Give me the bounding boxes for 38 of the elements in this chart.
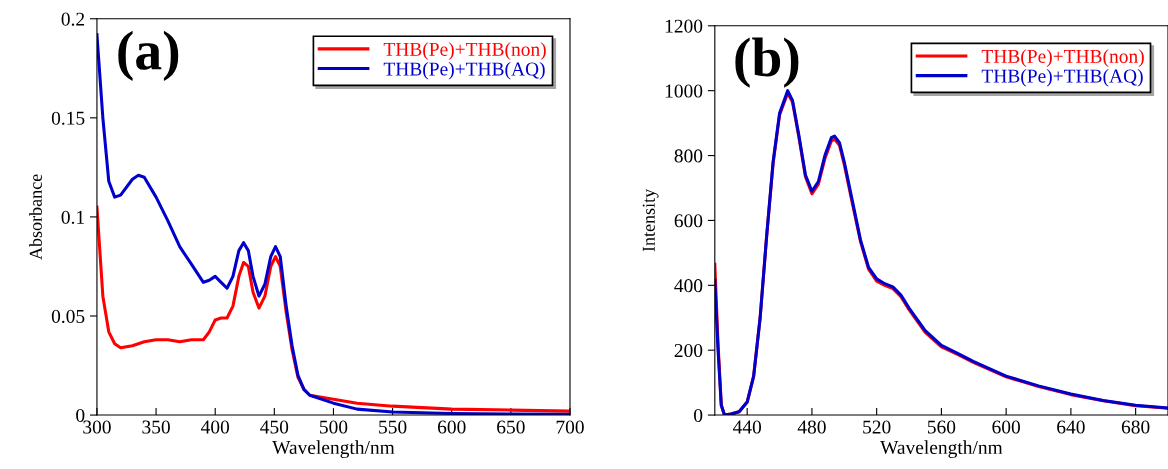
y-tick-label: 0.1 (61, 210, 84, 224)
x-tick-label: 650 (497, 420, 525, 434)
x-tick-label: 520 (863, 420, 891, 434)
x-tick-label: 700 (556, 420, 584, 434)
x-tick-label: 450 (260, 420, 289, 434)
annotation: (a) (118, 30, 179, 82)
x-tick-label: 640 (1057, 420, 1085, 434)
legend-label: THB(Pe)+THB(AQ) (383, 61, 545, 80)
y-tick-label: 0.15 (51, 111, 85, 125)
x-tick-label: 440 (732, 420, 762, 434)
x-tick-label: 600 (992, 420, 1020, 434)
y-tick-label: 800 (674, 149, 703, 163)
y-tick-label: 0.05 (51, 309, 85, 324)
y-tick-label: 0 (694, 408, 703, 422)
y-tick-label: 200 (674, 344, 703, 358)
y-tick-label: 0 (76, 408, 85, 422)
legend-label: THB(Pe)+THB(AQ) (981, 68, 1143, 87)
y-tick-label: 1000 (665, 84, 703, 98)
x-axis-title: Wavelength/nm (880, 440, 1003, 459)
y-axis-title: Intensity (642, 188, 659, 252)
x-tick-label: 560 (927, 420, 956, 434)
legend-label: THB(Pe)+THB(non) (383, 42, 546, 60)
y-tick-label: 1200 (665, 19, 703, 33)
x-tick-label: 480 (797, 420, 826, 434)
x-tick-label: 300 (83, 420, 111, 434)
legend-label: THB(Pe)+THB(non) (981, 49, 1144, 67)
y-tick-label: 0.2 (61, 12, 85, 26)
x-tick-label: 600 (437, 420, 466, 434)
y-tick-label: 400 (674, 279, 703, 293)
x-tick-label: 680 (1121, 420, 1150, 434)
x-tick-label: 500 (320, 420, 348, 434)
x-tick-label: 550 (379, 420, 407, 434)
x-axis-title: Wavelength/nm (272, 440, 395, 459)
x-tick-label: 350 (142, 420, 170, 434)
annotation: (b) (735, 37, 799, 88)
y-tick-label: 600 (674, 214, 703, 228)
y-axis-title: Absorbance (29, 174, 42, 260)
x-tick-label: 400 (201, 420, 230, 434)
